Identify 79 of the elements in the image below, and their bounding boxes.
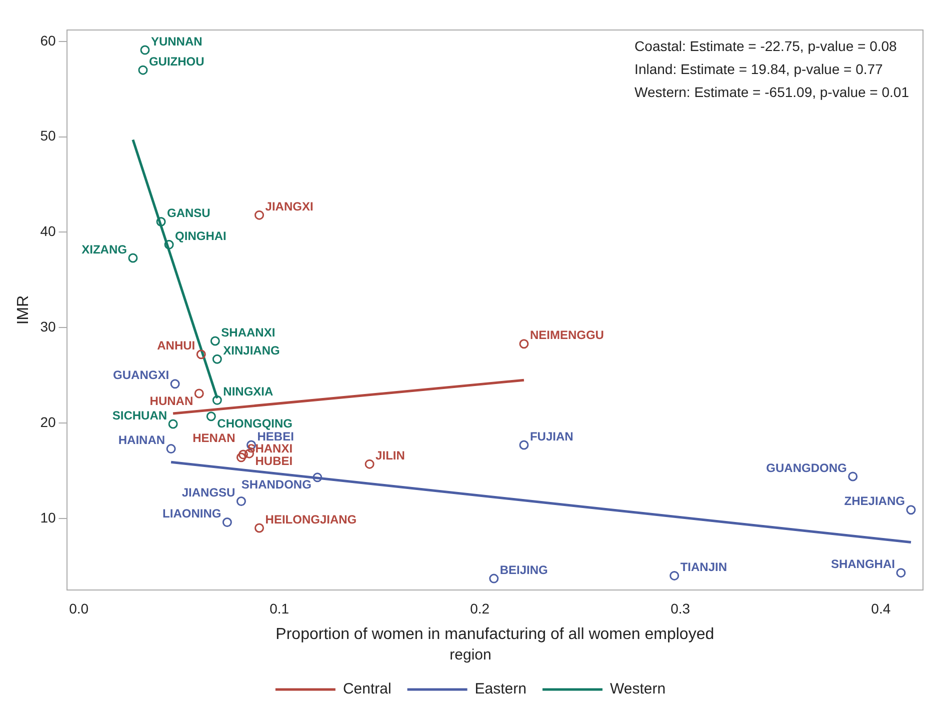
point [236,496,246,506]
y-tick-label: 20 [40,414,56,430]
y-tick-label: 30 [40,318,56,335]
annotation: HUNAN [150,394,194,408]
y-tick-label: 10 [40,509,56,526]
annotation: BEIJING [500,562,548,577]
point [670,570,680,580]
legend-label: Western [610,680,666,698]
y-tick-label: 60 [40,32,56,48]
annotation: FUJIAN [530,429,574,444]
point [312,472,322,482]
annotation: SHANDONG [241,478,312,492]
point [896,568,906,578]
annotation: JIANGXI [265,199,314,214]
point [128,253,138,263]
annotation: Coastal: Estimate = -22.75, p-value = 0.08 [634,38,898,54]
legend-title: region [450,646,492,664]
annotation: NINGXIA [223,384,274,398]
annotation: NEIMENGGU [530,328,604,342]
point [212,354,222,364]
y-tick-label: 50 [40,128,56,144]
annotation: SHANGHAI [830,557,895,572]
point [138,65,148,75]
point [848,472,858,482]
annotation: Western: Estimate = -651.09, p-value = 0.01 [634,84,910,100]
annotation: GUIZHOU [148,54,204,68]
y-axis-title: IMR [15,295,32,325]
point [254,210,264,220]
point [164,240,174,250]
annotation: XINJIANG [223,343,280,358]
point [222,518,232,528]
legend-label: Eastern [474,680,526,698]
x-tick-label: 0.0 [69,600,89,616]
annotation: CHONGQING [217,416,292,431]
annotation: SICHUAN [112,408,168,422]
point [166,444,176,454]
annotation: GUANGXI [113,368,170,382]
annotation: LIAONING [162,506,222,521]
point [194,388,204,398]
annotation: YUNNAN [150,34,202,48]
annotation: HENAN [192,430,236,445]
point [238,450,248,460]
annotation: HEBEI [257,429,294,444]
annotation: TIANJIN [680,560,728,574]
point [170,379,180,389]
y-tick-label: 40 [40,223,56,240]
annotation: QINGHAI [175,228,226,243]
annotation: JIANGSU [182,486,236,500]
annotation: SHAANXI [221,325,276,340]
point [254,523,264,533]
point [206,412,216,422]
point [140,45,150,55]
x-tick-label: 0.4 [871,600,891,616]
point [364,459,374,469]
point [519,440,529,450]
x-tick-label: 0.2 [470,600,490,616]
annotation: GANSU [167,206,210,220]
point [519,339,529,349]
annotation: HUBEI [255,454,293,468]
annotation: HEILONGJIANG [265,512,357,526]
point [212,395,222,405]
point [168,419,178,429]
annotation: HAINAN [118,433,166,448]
point [236,452,246,462]
annotation: XIZANG [82,242,127,256]
point [156,217,166,227]
x-tick-label: 0.1 [270,600,290,616]
point [489,574,499,584]
annotation: ANHUI [157,338,196,353]
point [906,505,916,515]
point [196,350,206,360]
x-tick-label: 0.3 [670,600,690,616]
point [210,336,220,346]
legend-label: Central [342,680,392,698]
annotation: JILIN [376,448,405,462]
x-axis-title: Proportion of women in manufacturing of all women employed [276,626,714,643]
annotation: Inland: Estimate = 19.84, p-value = 0.77 [634,60,884,77]
annotation: ZHEJIANG [844,494,905,508]
annotation: GUANGDONG [766,460,847,475]
